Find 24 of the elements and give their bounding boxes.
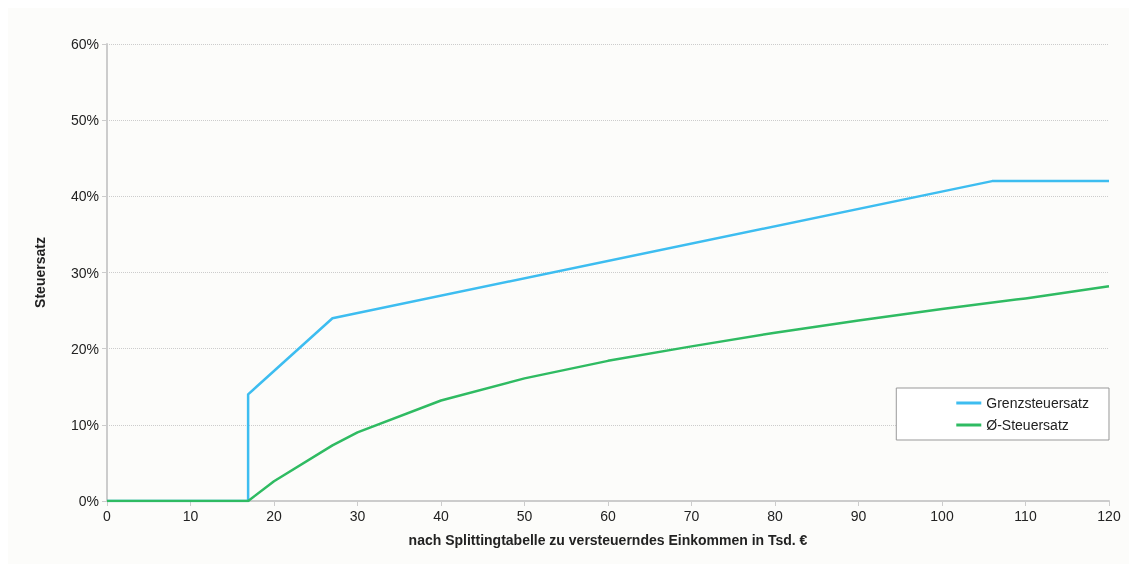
x-axis-title: nach Splittingtabelle zu versteuerndes Einkommen in Tsd. €	[408, 532, 808, 548]
x-tick-label: 40	[433, 508, 449, 524]
x-tick-label: 120	[1097, 508, 1121, 524]
legend-label: Ø-Steuersatz	[986, 417, 1069, 433]
x-tick-label: 30	[349, 508, 366, 524]
x-tick-label: 0	[103, 508, 112, 524]
x-tick-label: 20	[266, 508, 282, 524]
y-tick-label: 20%	[70, 340, 99, 357]
x-tick-label: 100	[930, 508, 954, 524]
x-tick-label: 90	[850, 508, 867, 524]
y-tick-label: 40%	[70, 188, 99, 205]
x-tick-label: 10	[182, 508, 199, 524]
x-tick-label: 70	[683, 508, 700, 524]
x-tick-label: 80	[767, 508, 783, 524]
x-tick-label: 110	[1014, 508, 1037, 524]
x-tick-label: 60	[600, 508, 616, 524]
y-tick-label: 50%	[70, 112, 99, 129]
y-axis-title: Steuersatz	[32, 237, 48, 308]
x-tick-label: 50	[516, 508, 533, 524]
y-tick-label: 0%	[78, 493, 99, 509]
y-tick-label: 60%	[70, 36, 99, 52]
y-tick-label: 30%	[70, 264, 99, 281]
legend-label: Grenzsteuersatz	[986, 395, 1090, 411]
y-tick-label: 10%	[70, 416, 99, 433]
